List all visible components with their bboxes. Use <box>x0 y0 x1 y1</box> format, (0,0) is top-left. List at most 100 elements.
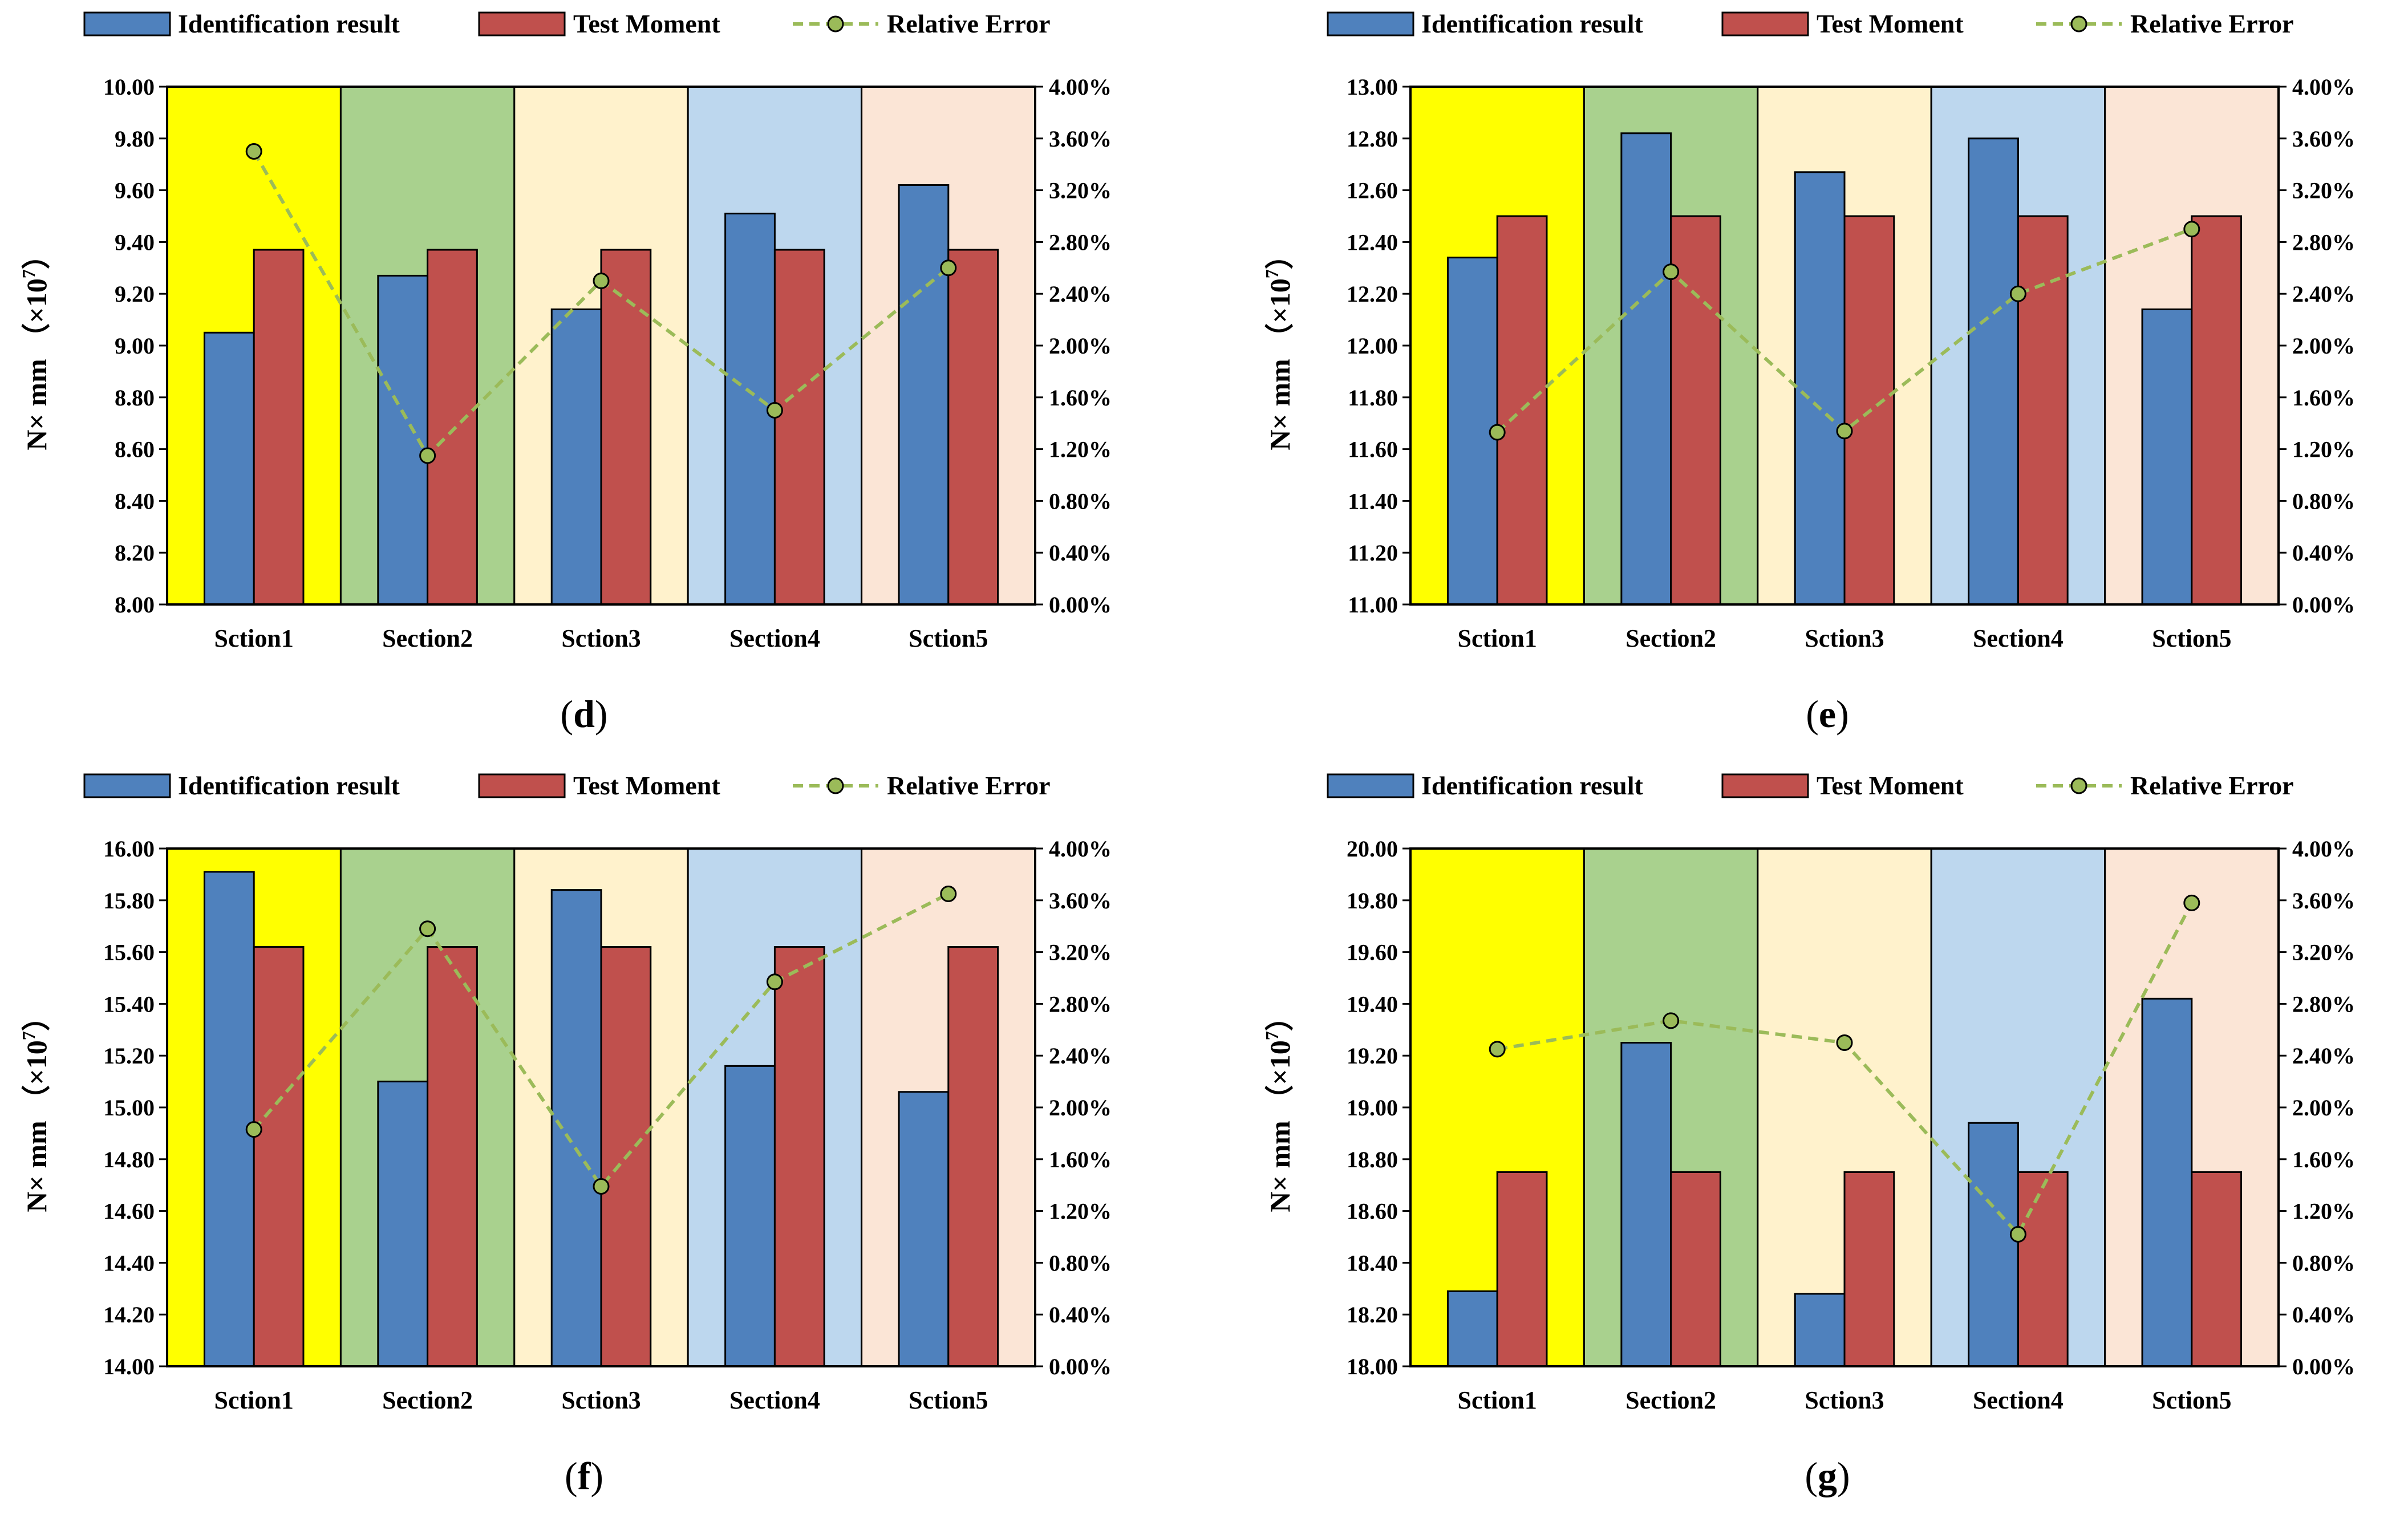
y2-tick-label: 4.00% <box>1049 74 1112 100</box>
y-tick-label: 11.80 <box>1348 385 1398 411</box>
chart-panel-e: 11.00 11.20 11.40 11.60 11.80 12.00 12.20 12.40… <box>1262 9 2355 736</box>
error-point-4 <box>2010 1227 2025 1241</box>
y2-tick-label: 2.00% <box>2292 333 2355 359</box>
legend-swatch-error-marker <box>2071 778 2086 793</box>
error-point-3 <box>594 274 609 289</box>
y2-tick-label: 3.20% <box>2292 940 2355 965</box>
y-tick-label: 9.80 <box>115 126 155 152</box>
y-tick-label: 15.60 <box>103 940 155 965</box>
y2-tick-label: 2.00% <box>1049 333 1112 359</box>
bar-test-2 <box>428 250 477 604</box>
legend-label-test: Test Moment <box>573 771 720 800</box>
bar-identification-3 <box>1795 172 1844 604</box>
legend-label-identification: Identification result <box>1421 771 1644 800</box>
y-tick-label: 18.00 <box>1347 1354 1398 1379</box>
y2-tick-label: 4.00% <box>1049 836 1112 862</box>
legend: Identification result Test Moment Relative… <box>1328 9 2294 38</box>
legend-swatch-identification <box>1328 13 1413 35</box>
y2-tick-label: 0.80% <box>1049 488 1112 514</box>
y-axis-label: N× mm （×107） <box>1262 1002 1296 1212</box>
bar-test-2 <box>1671 1172 1721 1367</box>
y2-tick-label: 0.40% <box>1049 540 1112 566</box>
legend-label-test: Test Moment <box>1817 9 1964 38</box>
legend-swatch-test <box>1722 13 1808 35</box>
error-point-2 <box>420 922 435 936</box>
y-tick-label: 16.00 <box>103 836 155 862</box>
y2-tick-label: 0.40% <box>2292 540 2355 566</box>
error-point-2 <box>1664 265 1679 279</box>
bar-identification-4 <box>1969 139 2018 604</box>
y-tick-label: 19.60 <box>1347 940 1398 965</box>
bar-identification-1 <box>1448 1291 1497 1366</box>
legend-label-identification: Identification result <box>178 771 400 800</box>
legend-swatch-test <box>479 774 565 797</box>
y2-tick-label: 3.20% <box>1049 940 1112 965</box>
legend-label-identification: Identification result <box>178 9 400 38</box>
error-point-2 <box>420 448 435 463</box>
x-tick-label: Section2 <box>382 624 473 652</box>
error-point-5 <box>2184 222 2199 237</box>
y2-tick-label: 1.60% <box>1049 385 1112 411</box>
y2-tick-label: 1.20% <box>1049 1199 1112 1224</box>
y-tick-label: 13.00 <box>1347 74 1398 100</box>
y-tick-label: 9.60 <box>115 178 155 204</box>
y2-tick-label: 3.20% <box>1049 178 1112 204</box>
y2-tick-label: 0.00% <box>1049 592 1112 618</box>
y-tick-label: 18.20 <box>1347 1302 1398 1328</box>
bar-identification-2 <box>1621 1043 1671 1367</box>
x-tick-label: Section2 <box>1625 624 1716 652</box>
y2-tick-label: 2.80% <box>2292 229 2355 255</box>
x-tick-label: Sction3 <box>1805 1386 1884 1414</box>
bar-test-5 <box>2192 216 2241 604</box>
y-tick-label: 14.60 <box>103 1199 155 1224</box>
y2-tick-label: 1.60% <box>2292 385 2355 411</box>
y2-tick-label: 2.80% <box>2292 991 2355 1017</box>
y2-tick-label: 4.00% <box>2292 836 2355 862</box>
bar-test-3 <box>601 250 651 604</box>
error-point-1 <box>1490 425 1505 440</box>
y2-tick-label: 2.40% <box>1049 1043 1112 1069</box>
x-tick-label: Sction3 <box>1805 624 1884 652</box>
legend-swatch-error-marker <box>828 778 843 793</box>
x-tick-label: Section4 <box>729 1386 820 1414</box>
y-tick-label: 19.00 <box>1347 1095 1398 1121</box>
y-tick-label: 15.80 <box>103 888 155 914</box>
bar-test-2 <box>428 947 477 1366</box>
x-tick-label: Sction1 <box>214 1386 294 1414</box>
error-point-3 <box>1837 424 1852 439</box>
legend-label-error: Relative Error <box>2130 9 2294 38</box>
legend: Identification result Test Moment Relative… <box>84 771 1051 800</box>
y2-tick-label: 2.00% <box>2292 1095 2355 1121</box>
bar-test-1 <box>254 947 303 1366</box>
y-tick-label: 11.00 <box>1348 592 1398 618</box>
y2-tick-label: 1.20% <box>1049 437 1112 462</box>
bar-identification-5 <box>2142 998 2192 1366</box>
error-point-4 <box>767 403 782 418</box>
x-tick-label: Section2 <box>382 1386 473 1414</box>
y-tick-label: 19.80 <box>1347 888 1398 914</box>
chart-panel-d: 8.00 8.20 8.40 8.60 8.80 9.00 9.20 9.40 9.60 9.80… <box>18 9 1112 736</box>
x-tick-label: Section4 <box>1973 1386 2064 1414</box>
legend-label-error: Relative Error <box>2130 771 2294 800</box>
y-tick-label: 18.80 <box>1347 1147 1398 1172</box>
legend-swatch-test <box>479 13 565 35</box>
y2-tick-label: 1.20% <box>2292 437 2355 462</box>
bar-test-4 <box>2018 1172 2068 1367</box>
y2-tick-label: 1.20% <box>2292 1199 2355 1224</box>
y-tick-label: 8.40 <box>115 488 155 514</box>
y2-tick-label: 0.00% <box>2292 1354 2355 1379</box>
y-axis-label: N× mm （×107） <box>1262 241 1296 450</box>
y-tick-label: 11.20 <box>1348 540 1398 566</box>
y2-tick-label: 3.60% <box>1049 888 1112 914</box>
bar-identification-5 <box>899 185 948 604</box>
y2-tick-label: 2.80% <box>1049 991 1112 1017</box>
x-tick-label: Section2 <box>1625 1386 1716 1414</box>
y-tick-label: 12.20 <box>1347 281 1398 307</box>
x-tick-label: Sction5 <box>2152 624 2231 652</box>
legend-label-error: Relative Error <box>887 771 1051 800</box>
bar-test-5 <box>948 250 998 604</box>
y2-tick-label: 2.40% <box>2292 281 2355 307</box>
panel-caption: (d) <box>560 692 607 736</box>
bar-identification-2 <box>1621 133 1671 604</box>
y-tick-label: 14.00 <box>103 1354 155 1379</box>
